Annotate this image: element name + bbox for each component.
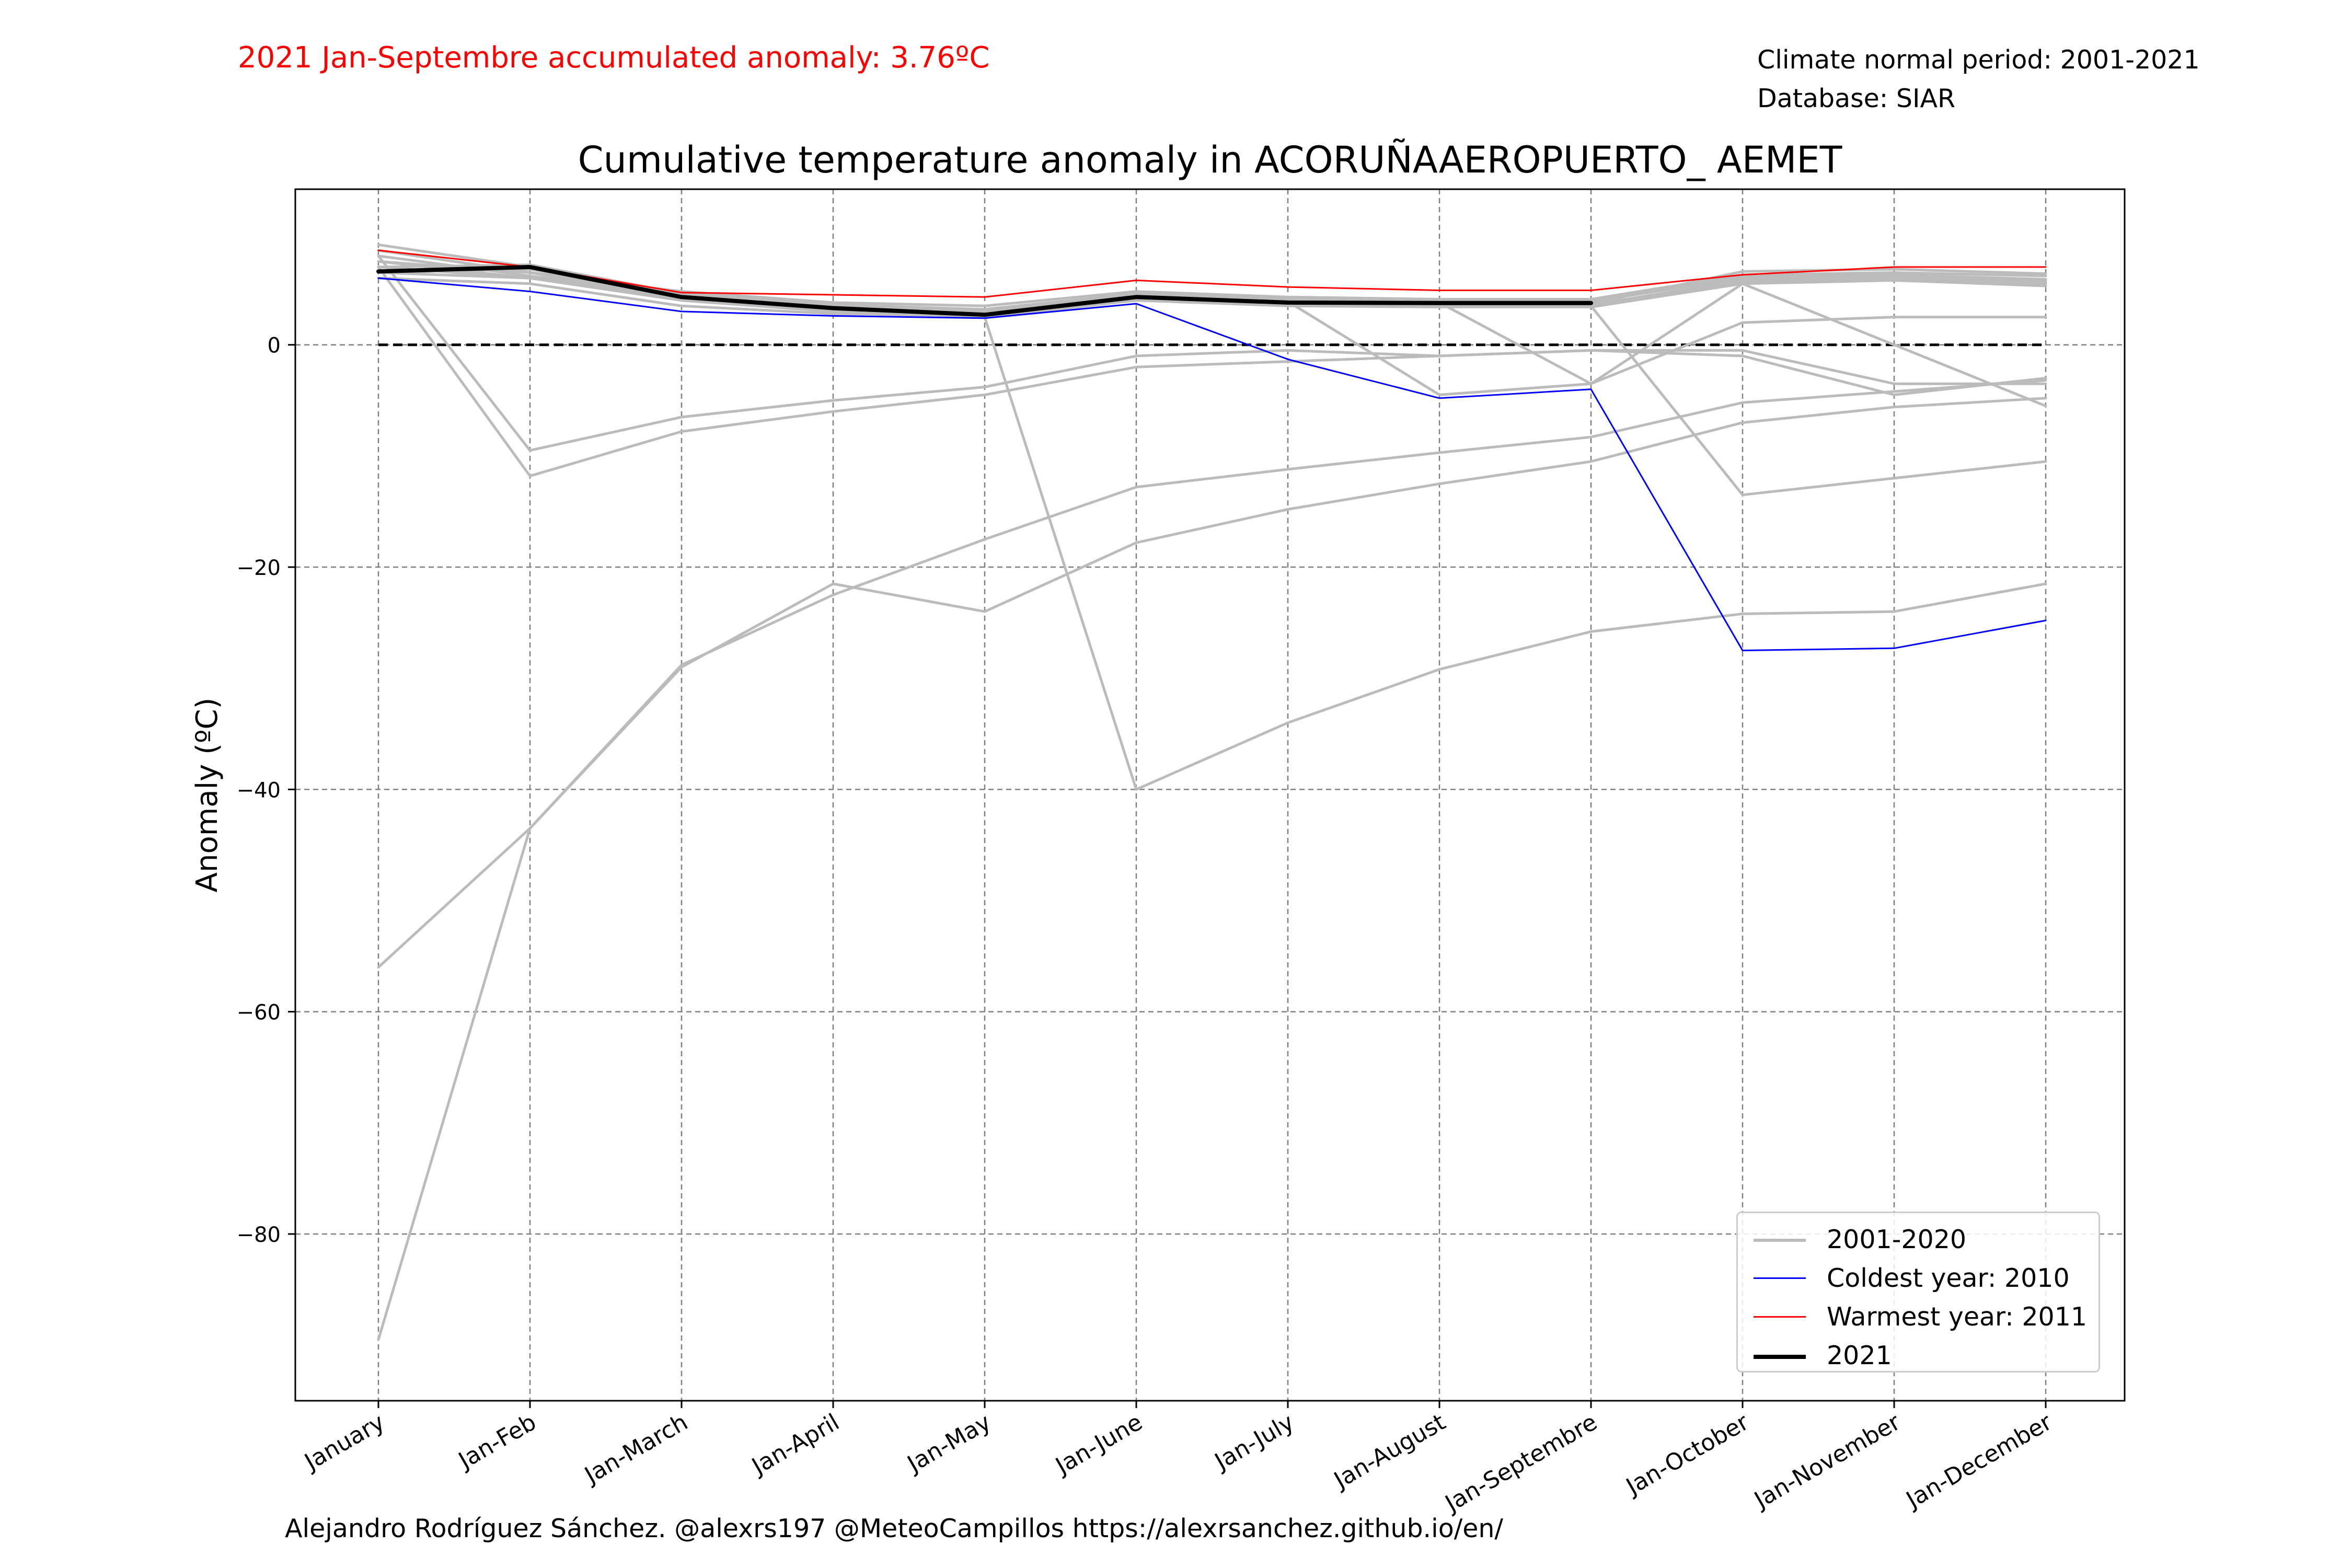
legend-swatch-warmest — [1754, 1316, 1806, 1318]
series-layer — [376, 243, 2047, 1341]
accumulated-anomaly-text: 2021 Jan-Septembre accumulated anomaly: … — [238, 41, 990, 75]
series-line-warmest — [377, 249, 2047, 298]
y-tick-label: −60 — [237, 1001, 281, 1025]
x-tick-label: Jan-October — [1620, 1409, 1754, 1501]
y-axis: 0 −20 −40 −60 −80 — [237, 334, 295, 1247]
x-tick-label: Jan-December — [1900, 1409, 2057, 1514]
y-tick-label: −20 — [237, 556, 281, 580]
series-line-coldest — [377, 277, 2047, 651]
x-tick-label: Jan-July — [1209, 1409, 1298, 1475]
y-axis-label: Anomaly (ºC) — [190, 698, 224, 893]
series-line-current — [376, 264, 1593, 317]
legend-entry-historical: 2001-2020 — [1748, 1220, 2093, 1259]
x-tick-label: January — [299, 1409, 389, 1476]
climate-normal-period-text: Climate normal period: 2001-2021 — [1757, 45, 2200, 75]
x-tick-label: Jan-Feb — [453, 1409, 540, 1474]
legend-label-warmest: Warmest year: 2011 — [1827, 1302, 2088, 1332]
series-line-historical-14 — [377, 271, 2047, 791]
y-tick-label: 0 — [268, 334, 281, 358]
x-tick-label: Jan-June — [1050, 1409, 1147, 1480]
series-line-historical-13 — [377, 397, 2047, 1341]
legend-swatch-historical — [1754, 1239, 1806, 1242]
x-tick-label: Jan-August — [1328, 1409, 1450, 1494]
legend-entry-coldest: Coldest year: 2010 — [1748, 1259, 2093, 1298]
legend-entry-2021: 2021 — [1748, 1336, 2093, 1375]
x-tick-label: Jan-May — [902, 1409, 995, 1478]
legend-label-coldest: Coldest year: 2010 — [1827, 1263, 2070, 1293]
x-tick-label: Jan-March — [579, 1409, 693, 1490]
x-tick-label: Jan-November — [1749, 1409, 1906, 1514]
database-text: Database: SIAR — [1757, 84, 1956, 113]
legend-label-2021: 2021 — [1827, 1341, 1892, 1370]
y-tick-label: −80 — [237, 1223, 281, 1247]
series-line-historical-12 — [377, 379, 2047, 969]
plot-frame — [294, 188, 2126, 1402]
series-line-historical-11 — [377, 266, 2047, 478]
legend-label-historical: 2001-2020 — [1827, 1225, 1967, 1254]
author-credits-text: Alejandro Rodríguez Sánchez. @alexrs197 … — [285, 1514, 1503, 1543]
x-tick-label: Jan-April — [746, 1409, 844, 1480]
legend-swatch-coldest — [1754, 1277, 1806, 1279]
series-line-historical-10 — [377, 255, 2047, 452]
legend-swatch-2021 — [1754, 1355, 1806, 1359]
chart-legend: 2001-2020 Coldest year: 2010 Warmest yea… — [1736, 1212, 2100, 1373]
y-tick-label: −40 — [237, 778, 281, 802]
x-tick-label: Jan-Septembre — [1439, 1409, 1601, 1518]
x-axis: January Jan-Feb Jan-March Jan-April Jan-May J… — [299, 1401, 2057, 1518]
legend-entry-warmest: Warmest year: 2011 — [1748, 1298, 2093, 1336]
chart-title: Cumulative temperature anomaly in ACORUÑ… — [578, 139, 1842, 181]
